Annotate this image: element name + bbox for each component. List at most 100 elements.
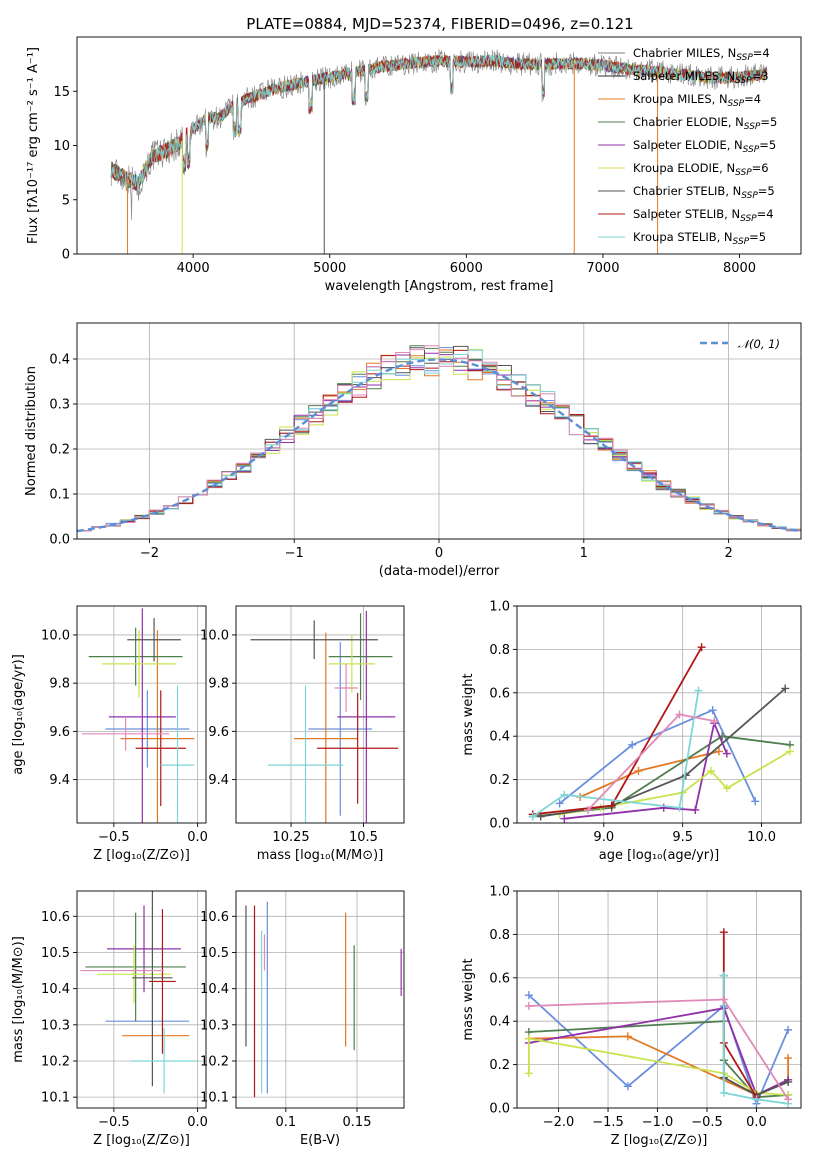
chart-age-vs-mass: 10.25 10.5 9.4 9.6 9.8 10.0 mass [log₁₀(M/M⊙)] [200, 605, 405, 863]
chart-mass-vs-Z: −0.5 0.0 10.1 10.2 10.3 10.4 10.5 10.6 Z [log₁₀(… [11, 890, 208, 1148]
x-axis-label: Z [log₁₀(Z/Z⊙)] [93, 1133, 190, 1148]
legend-entry: 𝒩(0, 1) [738, 337, 780, 351]
x-tick-label: −2 [140, 546, 159, 561]
x-tick-label: 4000 [177, 261, 210, 276]
x-axis-label: age [log₁₀(age/yr)] [599, 848, 720, 863]
plot-area [528, 643, 794, 823]
x-tick-label: 8000 [723, 261, 756, 276]
y-tick-label: 0.1 [49, 488, 70, 503]
grid [77, 606, 206, 823]
y-tick-label: 0.0 [489, 1102, 510, 1117]
y-axis-label: mass weight [461, 958, 476, 1040]
x-tick-label: 6000 [450, 261, 483, 276]
legend-entry: Chabrier STELIB, NSSP=5 [633, 184, 775, 201]
x-tick-label: 10.5 [349, 830, 378, 845]
plot-area [245, 901, 402, 1098]
axes-frame [76, 605, 207, 824]
y-tick-label: 9.8 [49, 677, 70, 692]
series-marker [785, 747, 794, 756]
series-line [528, 1007, 789, 1097]
y-tick-label: 1.0 [489, 885, 510, 900]
series-marker [623, 1082, 632, 1091]
y-axis-label: Flux [fλ10⁻¹⁷ erg cm⁻² s⁻¹ A⁻¹] [26, 47, 41, 244]
series-line [532, 690, 700, 818]
y-tick-label: 10.3 [41, 1018, 70, 1033]
series-marker [560, 790, 569, 799]
y-tick-label: 10.1 [200, 1091, 229, 1106]
x-tick-label: 9.0 [593, 830, 614, 845]
y-tick-label: 10.5 [41, 946, 70, 961]
series-marker [781, 684, 790, 693]
legend-entry: Kroupa MILES, NSSP=4 [633, 92, 761, 109]
chart-mass-vs-EBV: 0.1 0.15 10.1 10.2 10.3 10.4 10.5 10.6 E(B-V) [200, 890, 405, 1148]
series-marker [560, 814, 569, 823]
legend-entry: Kroupa ELODIE, NSSP=6 [633, 161, 769, 178]
series-marker [784, 1054, 793, 1063]
y-tick-label: 10.3 [200, 1018, 229, 1033]
series-marker [784, 1077, 793, 1086]
y-tick-label: 10.2 [200, 1054, 229, 1069]
y-tick-label: 0.2 [49, 443, 70, 458]
y-tick-label: 9.8 [208, 677, 229, 692]
series-line [532, 646, 703, 816]
chart-mass-weight-vs-age: 9.0 9.5 10.0 0.0 0.2 0.4 0.6 0.8 1.0 age [log₁₀(a… [461, 600, 802, 863]
x-tick-label: 0.0 [187, 830, 208, 845]
plot-area [77, 345, 801, 533]
series-marker [634, 766, 643, 775]
series-marker [784, 1025, 793, 1034]
series-marker [524, 1069, 533, 1078]
series-marker [707, 766, 716, 775]
series-marker [628, 740, 637, 749]
series-line [722, 932, 758, 1098]
series-marker [722, 784, 731, 793]
x-axis-label: (data-model)/error [379, 564, 500, 579]
x-tick-label: −0.5 [98, 1115, 130, 1130]
series-marker [719, 928, 728, 937]
legend-entry: Kroupa STELIB, NSSP=5 [633, 230, 766, 247]
y-tick-label: 10.2 [41, 1054, 70, 1069]
series-line [532, 735, 791, 818]
x-tick-label: 0.1 [275, 1115, 296, 1130]
y-tick-label: 1.0 [489, 600, 510, 615]
y-tick-label: 10.0 [200, 628, 229, 643]
legend-entry: Chabrier MILES, NSSP=4 [633, 46, 770, 63]
series-marker [714, 747, 723, 756]
series-line [587, 713, 715, 811]
normal-curve [77, 358, 801, 533]
y-tick-label: 10.6 [200, 910, 229, 925]
legend-entry: Chabrier ELODIE, NSSP=5 [633, 115, 777, 132]
y-tick-label: 0.2 [489, 773, 510, 788]
x-tick-label: 5000 [313, 261, 346, 276]
series-line [559, 709, 757, 805]
y-tick-label: 0.4 [489, 1015, 510, 1030]
y-tick-label: 0.3 [49, 398, 70, 413]
x-tick-label: 9.5 [672, 830, 693, 845]
y-axis-label: mass weight [461, 673, 476, 755]
y-tick-label: 0.4 [489, 730, 510, 745]
y-tick-label: 10.4 [200, 982, 229, 997]
y-tick-label: 10.6 [41, 910, 70, 925]
legend: Chabrier MILES, NSSP=4 Salpeter MILES, NS… [598, 46, 777, 247]
plot-area [110, 49, 768, 254]
x-tick-label: −1 [285, 546, 304, 561]
y-axis-label: Normed distribution [24, 366, 39, 496]
legend-entry: Salpeter ELODIE, NSSP=5 [633, 138, 776, 155]
series-marker [528, 812, 537, 821]
y-axis-label: mass [log₁₀(M/M⊙)] [11, 936, 26, 1063]
y-tick-label: 10.4 [41, 982, 70, 997]
chart-spectrum: 4000 5000 6000 7000 8000 0 5 10 15 wavelength [An… [26, 36, 802, 294]
axes-frame [516, 605, 802, 824]
series-marker [675, 710, 684, 719]
x-tick-label: −2.0 [543, 1115, 575, 1130]
series-marker [710, 717, 719, 726]
x-tick-label: 10.25 [272, 830, 309, 845]
y-tick-label: 9.4 [49, 773, 70, 788]
series-line [722, 975, 789, 1105]
y-tick-label: 10.1 [41, 1091, 70, 1106]
x-tick-label: 0.0 [746, 1115, 767, 1130]
x-tick-label: 1 [580, 546, 588, 561]
y-tick-label: 0.2 [489, 1058, 510, 1073]
grid [517, 605, 801, 824]
